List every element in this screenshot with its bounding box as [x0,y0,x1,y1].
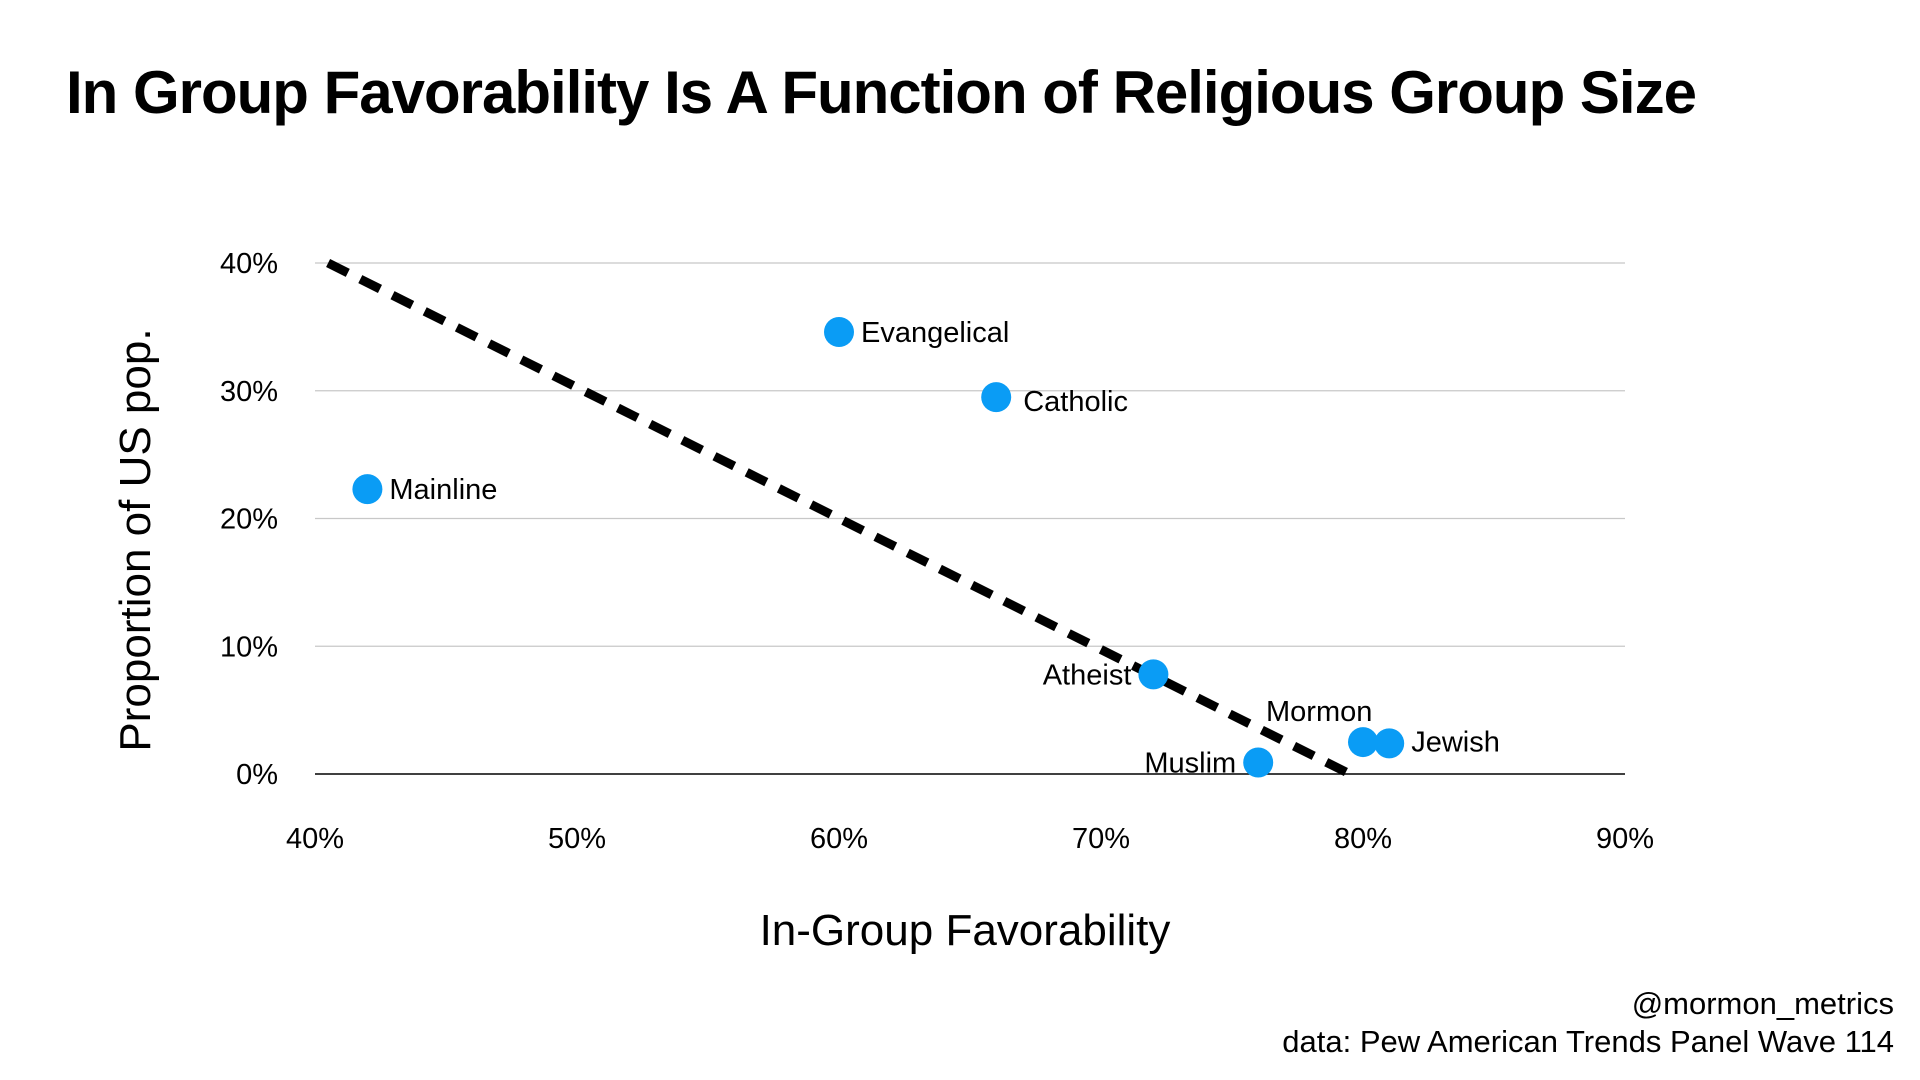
chart-title: In Group Favorability Is A Function of R… [66,59,1697,126]
data-point-mormon [1348,727,1378,758]
y-tick-label: 40% [220,248,278,280]
x-tick-label: 60% [810,823,868,855]
data-point-muslim [1243,747,1274,778]
trend-line [326,258,1352,779]
data-point-mainline [352,474,383,505]
y-tick-label: 20% [220,504,278,536]
point-label: Mormon [1266,696,1372,728]
credit-source: data: Pew American Trends Panel Wave 114 [1282,1024,1894,1059]
x-tick-label: 80% [1334,823,1392,855]
data-point-atheist [1138,659,1169,690]
y-axis-label: Proportion of US pop. [111,328,160,751]
x-tick-label: 90% [1596,823,1654,855]
point-label: Catholic [1023,386,1128,418]
point-label: Atheist [1043,659,1132,691]
point-label: Mainline [389,474,497,506]
data-point-jewish [1374,728,1405,759]
data-points: Mainline Evangelical Catholic Atheist Muslim… [352,316,1500,780]
y-tick-label: 10% [220,631,278,663]
credit-handle: @mormon_metrics [1631,986,1894,1021]
x-axis-label: In-Group Favorability [760,906,1171,955]
point-label: Muslim [1144,748,1236,780]
data-point-evangelical [824,316,854,347]
y-tick-label: 0% [236,759,278,791]
x-tick-label: 40% [286,823,344,855]
x-tick-label: 70% [1072,823,1130,855]
x-tick-label: 50% [548,823,606,855]
point-label: Jewish [1411,726,1500,758]
credits: @mormon_metrics data: Pew American Trend… [1282,985,1894,1061]
tick-labels: 0% 10% 20% 30% 40% 40% 50% 60% 70% 80% 90% [220,248,1654,855]
gridlines [315,262,1625,775]
data-point-catholic [981,382,1012,413]
point-label: Evangelical [861,317,1009,349]
y-tick-label: 30% [220,376,278,408]
